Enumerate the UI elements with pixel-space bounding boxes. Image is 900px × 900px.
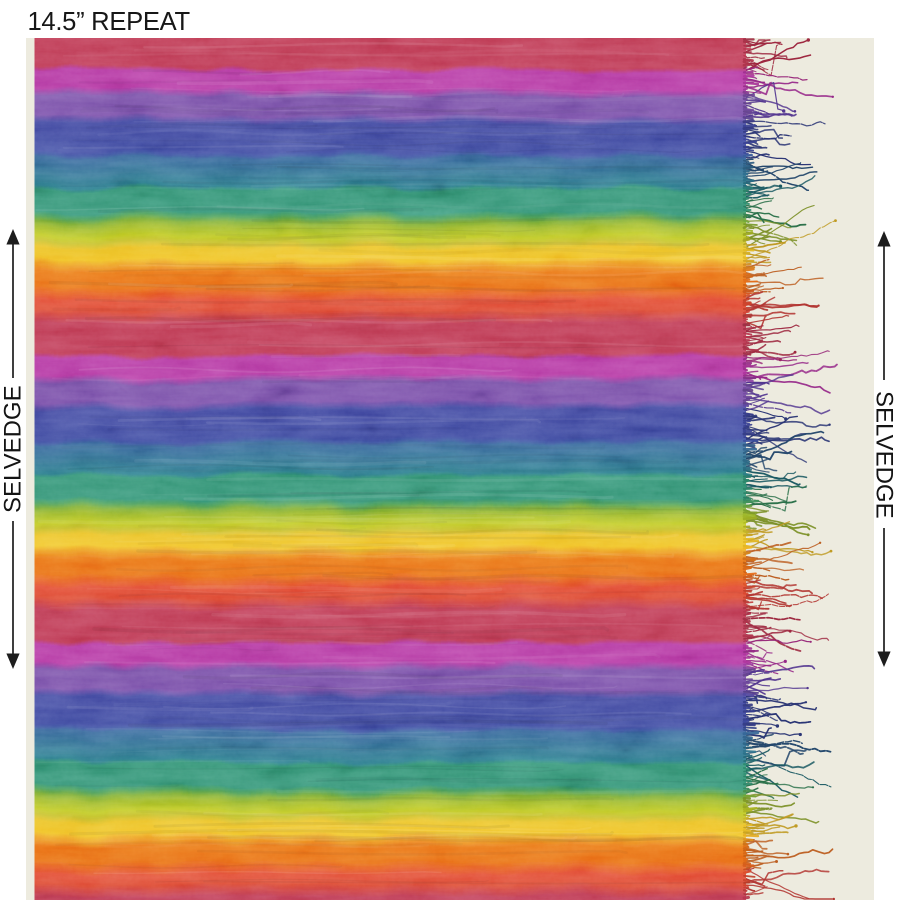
svg-text:SELVEDGE: SELVEDGE	[0, 385, 27, 513]
svg-text:SELVEDGE: SELVEDGE	[871, 391, 898, 519]
